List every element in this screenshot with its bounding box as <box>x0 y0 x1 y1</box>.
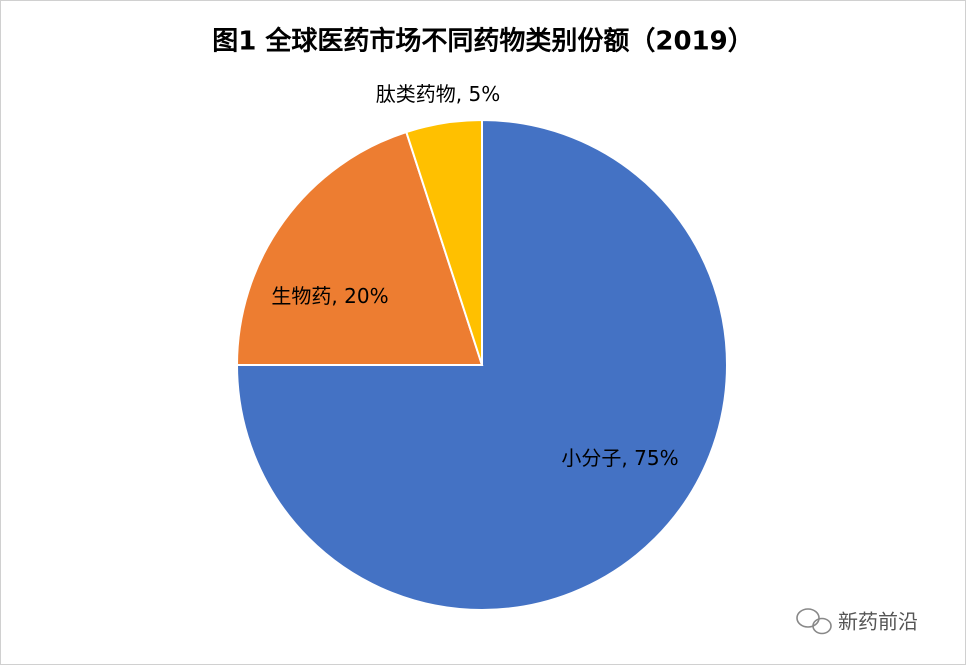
label-separator: , <box>621 446 634 470</box>
watermark-icon <box>796 608 832 635</box>
chart-title: 图1 全球医药市场不同药物类别份额（2019） <box>212 26 754 57</box>
pie-slice <box>235 130 484 366</box>
label-separator: , <box>456 82 469 106</box>
data-label: 小分子, 75% <box>561 446 678 470</box>
category-label: 生物药 <box>271 284 331 308</box>
category-label: 肽类药物 <box>376 82 456 106</box>
data-label: 肽类药物, 5% <box>376 82 500 106</box>
category-label: 小分子 <box>561 446 621 470</box>
watermark: 新药前沿 <box>838 610 918 634</box>
value-label: 75% <box>634 446 678 470</box>
pie-slice <box>405 118 483 366</box>
data-label: 生物药, 20% <box>271 284 388 308</box>
pie-slice <box>235 118 728 611</box>
value-label: 20% <box>344 284 388 308</box>
label-separator: , <box>331 284 344 308</box>
value-label: 5% <box>468 82 500 106</box>
